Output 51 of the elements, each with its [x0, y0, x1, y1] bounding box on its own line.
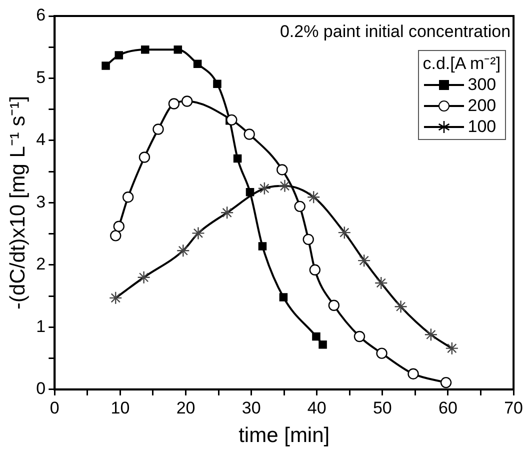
point	[376, 348, 388, 359]
y-tick-label: 4	[36, 130, 46, 150]
point	[114, 51, 124, 60]
point	[193, 60, 202, 68]
legend-label: 100	[468, 116, 496, 137]
point	[328, 300, 340, 311]
point	[113, 220, 124, 232]
y-tick-label: 3	[36, 192, 46, 212]
point	[213, 80, 222, 88]
point	[140, 45, 150, 54]
legend-label: 300	[468, 74, 496, 95]
point	[110, 230, 122, 242]
point	[309, 264, 321, 276]
y-tick-label: 0	[36, 379, 46, 398]
x-tick-label: 50	[372, 398, 392, 418]
point	[138, 152, 150, 163]
y-tick-label: 5	[36, 68, 46, 87]
x-tick-label: 10	[110, 398, 130, 418]
x-axis-title: time [min]	[238, 424, 330, 448]
y-tick-label: 6	[36, 6, 46, 25]
point	[312, 332, 320, 341]
point	[440, 376, 452, 388]
legend-label: 200	[468, 95, 496, 116]
point	[226, 114, 238, 126]
legend-title: c.d.[A m⁻²]	[422, 53, 501, 74]
x-tick-label: 30	[242, 398, 261, 418]
y-axis-title: -(dC/dt)x10 [mg L⁻¹ s⁻¹]	[6, 96, 30, 310]
x-tick-label: 70	[504, 398, 524, 418]
point	[408, 368, 419, 380]
point	[174, 45, 182, 54]
point	[181, 96, 193, 107]
x-tick-label: 60	[438, 398, 458, 418]
point	[244, 128, 255, 140]
x-tick-label: 40	[307, 398, 326, 418]
point	[318, 340, 327, 349]
point	[302, 234, 314, 246]
point	[294, 200, 306, 212]
y-tick-label: 2	[36, 254, 46, 274]
point	[258, 242, 267, 250]
annotation: 0.2% paint initial concentration	[280, 22, 511, 42]
point	[152, 124, 164, 135]
point	[122, 192, 134, 203]
point	[279, 293, 288, 302]
y-tick-label: 1	[36, 316, 46, 336]
x-tick-label: 20	[176, 398, 196, 418]
point	[102, 62, 110, 70]
x-tick-label: 0	[50, 398, 60, 418]
point	[233, 154, 242, 163]
point	[276, 164, 288, 176]
point	[354, 330, 366, 342]
point	[168, 98, 180, 110]
